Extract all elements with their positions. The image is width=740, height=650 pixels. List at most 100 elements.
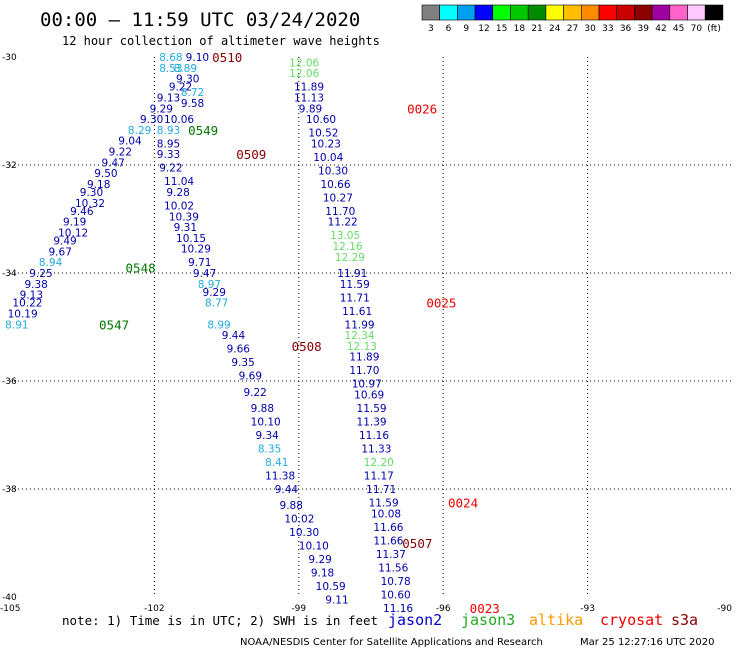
legend-label: 18 xyxy=(514,24,526,34)
lat-tick-label: -34 xyxy=(2,269,17,279)
wave-height-value: 11.37 xyxy=(376,549,406,561)
wave-height-value: 11.99 xyxy=(345,319,375,331)
legend-swatch xyxy=(634,4,653,21)
wave-height-value: 11.22 xyxy=(328,217,358,229)
lon-tick-label: -90 xyxy=(717,604,732,614)
wave-height-value: 8.94 xyxy=(39,257,63,269)
wave-height-value: 8.53 xyxy=(159,63,182,75)
legend-swatch xyxy=(474,4,494,21)
wave-height-value: 9.29 xyxy=(203,287,226,299)
wave-height-value: 10.10 xyxy=(299,541,329,553)
wave-height-value: 10.22 xyxy=(12,298,42,310)
legend-label: 70 xyxy=(691,24,703,34)
legend-swatch xyxy=(545,4,564,21)
wave-height-value: 8.41 xyxy=(265,457,288,469)
wave-height-value: 10.15 xyxy=(176,233,206,245)
wave-height-value: 8.93 xyxy=(157,125,180,137)
legend-swatch xyxy=(510,4,529,21)
wave-height-value: 9.13 xyxy=(157,93,180,105)
legend-label: 45 xyxy=(673,24,684,34)
legend-label: 39 xyxy=(638,24,650,34)
wave-height-value: 10.08 xyxy=(371,508,401,520)
longitude-labels: -105 -102 -99 -96 -93 -90 xyxy=(0,604,732,614)
wave-height-value: 9.88 xyxy=(251,403,274,415)
pass-time-label: 0509 xyxy=(236,147,266,162)
lon-tick-label: -96 xyxy=(436,604,451,614)
wave-height-value: 9.25 xyxy=(29,268,52,280)
wave-height-value: 12.16 xyxy=(332,241,362,253)
wave-height-value: 9.44 xyxy=(222,330,246,342)
wave-height-value: 12.29 xyxy=(335,252,365,264)
wave-height-value: 8.89 xyxy=(174,63,197,75)
wave-height-value: 10.02 xyxy=(164,201,194,213)
wave-height-value: 8.72 xyxy=(181,87,204,99)
pass-time-label: 0548 xyxy=(126,261,156,276)
wave-height-value: 10.10 xyxy=(251,417,281,429)
wave-height-value: 10.39 xyxy=(169,211,199,223)
wave-height-value: 9.46 xyxy=(70,206,94,218)
lat-tick-label: -40 xyxy=(2,593,17,603)
pass-time-label: 0023 xyxy=(470,601,500,616)
wave-height-value: 11.56 xyxy=(378,562,408,574)
lat-tick-label: -36 xyxy=(2,377,17,387)
legend-swatch xyxy=(651,4,671,21)
wave-height-value: 10.32 xyxy=(75,198,105,210)
legend-swatch xyxy=(439,4,458,21)
lat-tick-label: -38 xyxy=(2,485,17,495)
wave-height-value: 9.33 xyxy=(157,149,180,161)
wave-height-value: 10.60 xyxy=(381,589,411,601)
pass-time-label: 0547 xyxy=(99,317,129,332)
lon-tick-label: -99 xyxy=(291,604,306,614)
pass-time-label: 0510 xyxy=(212,50,242,65)
wave-height-value: 9.10 xyxy=(186,52,209,64)
wave-height-value: 9.49 xyxy=(53,236,76,248)
satellite-label: altika xyxy=(529,611,583,629)
wave-height-value: 11.38 xyxy=(265,471,295,483)
wave-height-value: 11.59 xyxy=(340,279,370,291)
pass-time-label: 0508 xyxy=(292,339,322,354)
pass-time-label: 0026 xyxy=(407,101,437,116)
legend-swatch xyxy=(527,4,547,21)
legend-swatch xyxy=(616,4,635,21)
wave-height-value: 9.47 xyxy=(101,157,124,169)
wave-height-value: 10.78 xyxy=(381,576,411,588)
wave-height-value: 9.69 xyxy=(239,371,262,383)
lat-tick-label: -32 xyxy=(2,161,17,171)
wave-height-value: 11.17 xyxy=(364,471,394,483)
legend-label: 6 xyxy=(446,24,452,34)
pass-time-label: 0549 xyxy=(188,123,218,138)
wave-height-value: 10.04 xyxy=(313,152,343,164)
legend-label: 24 xyxy=(549,24,561,34)
wave-height-value: 10.29 xyxy=(181,244,211,256)
wave-height-value: 9.22 xyxy=(243,387,266,399)
wave-height-value: 9.58 xyxy=(181,98,204,110)
wave-height-value: 11.13 xyxy=(294,93,324,105)
legend-swatch xyxy=(492,4,511,21)
wave-height-value: 10.30 xyxy=(289,527,319,539)
wave-height-value: 9.89 xyxy=(299,103,322,115)
wave-height-value: 9.66 xyxy=(227,344,251,356)
wave-height-value: 11.61 xyxy=(342,306,372,318)
lon-tick-label: -102 xyxy=(144,604,164,614)
wave-height-value: 9.50 xyxy=(94,168,117,180)
wave-height-value: 8.97 xyxy=(198,279,221,291)
legend-label: 12 xyxy=(478,24,489,34)
wave-height-value: 11.89 xyxy=(294,82,324,94)
wave-height-value: 8.68 xyxy=(159,52,182,64)
wave-height-value: 8.95 xyxy=(157,138,180,150)
satellite-legend: jason2 jason3 altika cryosat s3a xyxy=(388,611,698,629)
wave-height-value: 11.16 xyxy=(383,603,413,615)
wave-height-value: 11.71 xyxy=(366,484,396,496)
wave-height-value: 9.35 xyxy=(231,357,254,369)
wave-height-value: 10.27 xyxy=(323,192,353,204)
wave-height-value: 9.13 xyxy=(20,290,43,302)
legend-label: 3 xyxy=(428,24,434,34)
legend-label: 27 xyxy=(567,24,578,34)
wave-height-value: 9.22 xyxy=(109,147,132,159)
wave-height-value: 9.22 xyxy=(169,82,192,94)
wave-height-values: 8.68 9.108.538.899.309.228.729.13 9.589.29… xyxy=(5,52,413,615)
legend-swatch xyxy=(457,4,476,21)
wave-height-value: 9.28 xyxy=(166,187,189,199)
wave-height-value: 9.47 xyxy=(193,268,216,280)
